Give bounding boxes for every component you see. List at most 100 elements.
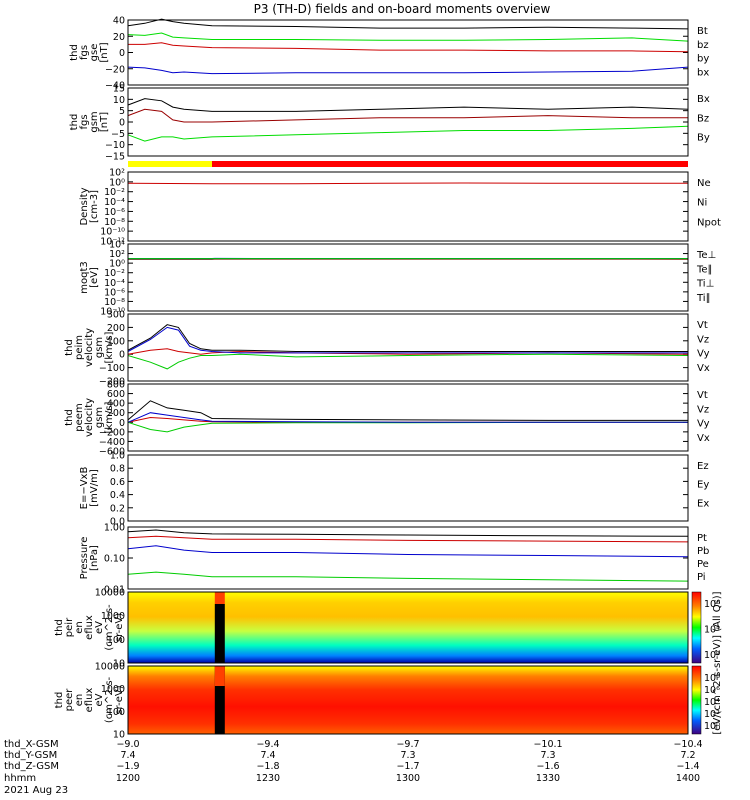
ylabel-line: gsm — [94, 337, 105, 358]
ylabel-line: [km/s] — [104, 331, 115, 363]
xaxis-value: 1300 — [396, 773, 420, 784]
ylabel-line: thd — [64, 409, 75, 426]
ytick-label: 15 — [113, 84, 125, 95]
ytick-label: 800 — [107, 380, 125, 391]
ytick-label: 400 — [107, 399, 125, 410]
frame-pressure — [127, 526, 689, 590]
ytick-label: 0 — [119, 418, 125, 429]
data-gap — [214, 666, 225, 734]
xaxis-value: −1.6 — [536, 761, 559, 772]
ylabel-line: sr-eV) — [114, 685, 125, 714]
data-gap-top — [214, 666, 225, 686]
series-peim_v-0 — [127, 324, 688, 352]
panel-fgs_b: thd fgs gse [nT] 40 20 0 −20 −40 Bt bz by bx — [69, 16, 709, 92]
ytick-label: −15 — [105, 152, 125, 163]
panel-efield: E=−VxB [mV/m] 1.0 0.8 0.6 0.4 0.2 0.0 Ez Ey Ex — [79, 451, 709, 528]
ylabel-line: fgs — [79, 114, 90, 129]
xaxis-value: 7.2 — [680, 750, 695, 761]
frame-efield — [127, 454, 689, 522]
ytick-label: 200 — [107, 408, 125, 419]
xaxis-date: 2021 Aug 23 — [4, 785, 68, 796]
legend-pressure-3: Pi — [697, 572, 706, 583]
ytick-label: 10² — [109, 249, 125, 260]
xaxis-row-label: thd_Y-GSM — [4, 750, 57, 761]
ytick-label: 200 — [107, 323, 125, 334]
ytick-label: −400 — [99, 437, 125, 448]
ytick-label: 1000 — [101, 611, 125, 622]
ytick-label: 10⁰ — [109, 177, 125, 188]
ytick-label: 0.4 — [110, 490, 125, 501]
ylabel-line: thd — [54, 692, 65, 709]
ylabel-density: Density [cm-3] — [79, 187, 100, 225]
ylabel-line: gsm — [89, 111, 100, 132]
ylabel-line: [nT] — [99, 42, 110, 62]
ylabel-line: thd — [69, 114, 80, 131]
xaxis-value: −9.0 — [116, 739, 139, 750]
series-fgs_gsm-2 — [127, 125, 689, 142]
ytick-label: 10⁻² — [104, 187, 125, 198]
ytick-label: 0.2 — [110, 503, 125, 514]
legend-fgs_gsm-2: By — [697, 133, 710, 144]
ylabel-line: thd — [69, 44, 80, 61]
ylabel-line: peer — [64, 688, 75, 712]
ytick-label: 10⁻¹⁰ — [100, 307, 125, 318]
series-peem_v-2 — [127, 421, 688, 433]
ytick-label: 100 — [107, 635, 125, 646]
ytick-label: −200 — [99, 377, 125, 388]
series-density-0 — [127, 182, 688, 185]
ytick-label: 0 — [119, 48, 125, 59]
frame-fgs_gsm — [127, 87, 689, 157]
series-pressure-3 — [127, 545, 689, 558]
ylabel-fgs_gsm: thd fgs gsm [nT] — [69, 111, 110, 132]
ylabel-line: thd — [54, 619, 65, 636]
ylabel-fgs_b: thd fgs gse [nT] — [69, 42, 110, 62]
legend-fgs_b-1: bz — [697, 40, 709, 51]
ytick-label: 10000 — [95, 588, 125, 599]
colorbar-tick: 10⁰ — [704, 721, 720, 732]
xaxis-value: 1330 — [536, 773, 560, 784]
mode-bar-segment — [212, 161, 688, 167]
ylabel-line: thd — [64, 339, 75, 356]
ytick-label: 1.0 — [110, 451, 125, 462]
frame-temp — [127, 243, 689, 312]
xaxis-value: −9.7 — [396, 739, 419, 750]
frame-peir_spec — [127, 591, 689, 664]
ytick-label: 20 — [113, 32, 125, 43]
series-peim_v-1 — [127, 348, 689, 355]
ylabel-line: [nT] — [99, 112, 110, 132]
series-fgs_b-0 — [127, 18, 689, 30]
series-fgs_b-2 — [127, 32, 689, 42]
ytick-label: −200 — [99, 427, 125, 438]
frame-fgs_b — [127, 19, 689, 86]
legend-density-2: Npot — [697, 217, 721, 228]
data-gap-top — [214, 592, 225, 604]
legend-temp-0: Te⊥ — [696, 250, 716, 261]
xaxis-row-label: hhmm — [4, 773, 36, 784]
ylabel-peer_spec: thd peer en eflux eV (cm^2-s-sr-eV) — [54, 676, 125, 723]
ylabel-line: Density — [79, 187, 90, 225]
colorbar-peir_spec — [691, 591, 702, 664]
ytick-label: 10⁻⁶ — [104, 287, 125, 298]
panel-density: Density [cm-3] 10²10⁰10⁻²10⁻⁴10⁻⁶10⁻⁸10⁻¹⁰… — [79, 168, 721, 248]
ylabel-line: peir — [64, 617, 75, 637]
colorbar-peer_spec — [691, 665, 702, 735]
ytick-label: 10⁻¹⁰ — [100, 227, 125, 238]
xaxis-value: −1.8 — [256, 761, 279, 772]
ytick-label: 10000 — [95, 662, 125, 673]
xaxis-value: 7.3 — [540, 750, 555, 761]
ylabel-line: gsm — [94, 407, 105, 428]
ytick-label: 100 — [107, 707, 125, 718]
series-fgs_gsm-0 — [127, 98, 689, 112]
ytick-label: 0.6 — [110, 477, 125, 488]
legend-fgs_b-0: Bt — [697, 26, 708, 37]
ytick-label: 10 — [113, 95, 125, 106]
legend-temp-1: Te∥ — [696, 264, 713, 275]
frame-peer_spec — [127, 665, 689, 735]
xaxis-row-label: thd_X-GSM — [4, 739, 59, 750]
ytick-label: 10⁻⁴ — [104, 278, 125, 289]
ytick-label: 10⁻⁸ — [104, 217, 125, 228]
ylabel-pressure: Pressure [nPa] — [79, 537, 100, 580]
ylabel-line: E=−VxB — [79, 467, 90, 510]
